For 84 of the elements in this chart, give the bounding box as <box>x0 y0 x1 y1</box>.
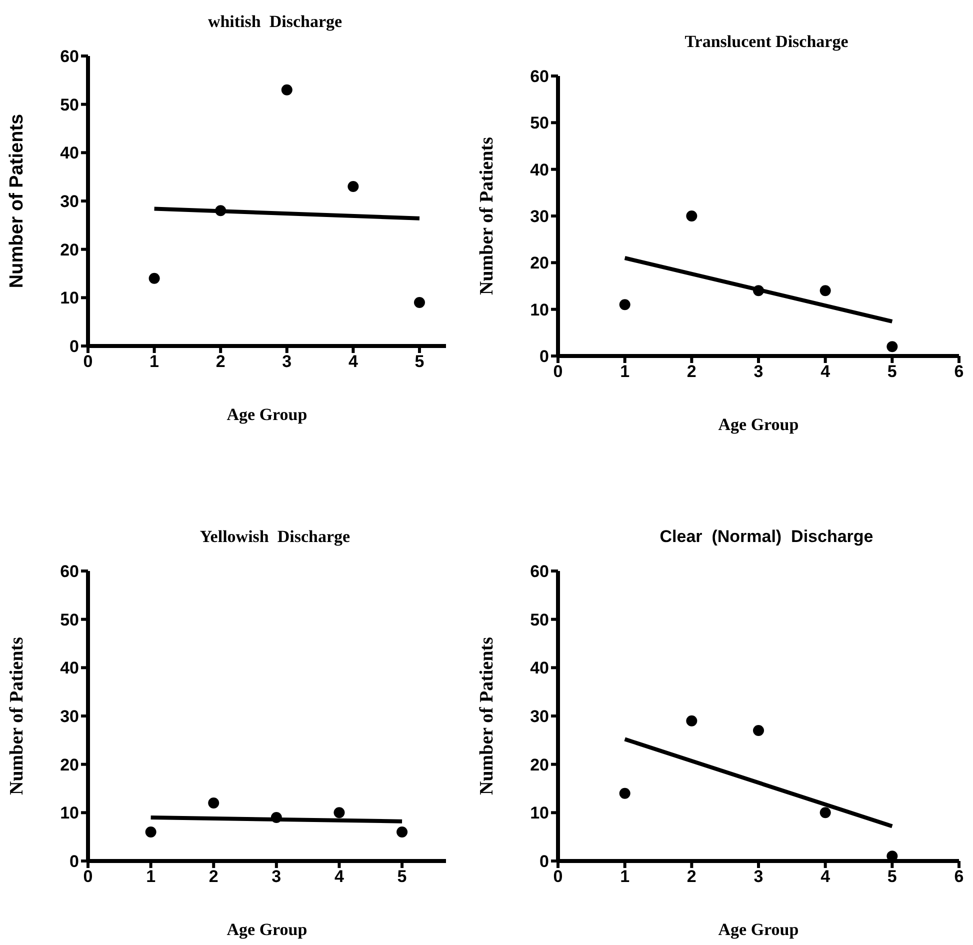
y-tick-label: 50 <box>60 95 79 114</box>
x-tick-label: 3 <box>272 867 282 886</box>
chart-title: Translucent Discharge <box>684 32 848 52</box>
y-tick-label: 20 <box>530 755 549 774</box>
x-tick-label: 0 <box>553 362 563 382</box>
y-tick-label: 60 <box>60 562 79 582</box>
y-axis-title: Number of Patients <box>476 137 498 295</box>
point <box>215 205 226 216</box>
point <box>334 807 345 818</box>
x-tick-label: 4 <box>820 867 831 886</box>
x-tick-label: 0 <box>83 867 93 886</box>
y-tick-label: 50 <box>60 610 79 630</box>
point <box>619 299 630 310</box>
y-tick-label: 60 <box>530 562 549 582</box>
y-tick-label: 10 <box>530 300 549 320</box>
x-tick-label: 4 <box>348 352 358 372</box>
y-tick-label: 0 <box>70 337 79 356</box>
y-tick-label: 0 <box>70 852 79 872</box>
point <box>208 798 220 808</box>
y-axis-title: Number of Patients <box>476 637 498 795</box>
y-tick-label: 30 <box>60 707 79 726</box>
x-tick-label: 3 <box>754 362 764 382</box>
y-tick-label: 40 <box>530 160 549 180</box>
x-tick-label: 6 <box>954 867 964 886</box>
x-tick-label: 5 <box>887 867 897 886</box>
point <box>270 812 282 823</box>
y-tick-label: 0 <box>540 852 549 872</box>
x-tick-label: 4 <box>334 867 344 886</box>
x-tick-label: 2 <box>208 867 218 886</box>
point <box>619 788 630 799</box>
y-tick-label: 10 <box>60 804 79 823</box>
y-axis-title: Number of Patients <box>6 637 28 795</box>
x-axis-title: Age Group <box>718 415 799 434</box>
point <box>820 285 831 296</box>
x-tick-label: 4 <box>820 362 831 382</box>
x-tick-label: 1 <box>146 867 156 886</box>
x-axis-title: Age Group <box>226 405 308 424</box>
x-tick-label: 5 <box>414 352 424 372</box>
point <box>348 181 359 192</box>
x-axis-title: Age Group <box>226 920 308 939</box>
x-tick-label: 1 <box>620 362 630 382</box>
y-tick-label: 30 <box>530 707 549 726</box>
y-tick-label: 20 <box>530 254 549 273</box>
y-tick-label: 10 <box>530 804 549 823</box>
x-tick-label: 3 <box>282 352 292 372</box>
x-tick-label: 1 <box>620 867 630 886</box>
y-tick-label: 50 <box>530 610 549 630</box>
chart-title: Clear (Normal) Discharge <box>660 527 874 547</box>
x-tick-label: 2 <box>686 362 696 382</box>
x-tick-label: 5 <box>887 362 897 382</box>
chart-title: Yellowish Discharge <box>200 527 350 547</box>
point <box>820 807 831 818</box>
y-tick-label: 40 <box>60 658 79 678</box>
y-tick-label: 40 <box>530 658 549 678</box>
y-tick-label: 40 <box>60 144 79 163</box>
y-tick-label: 30 <box>530 207 549 226</box>
x-tick-label: 5 <box>397 867 407 886</box>
x-tick-label: 2 <box>686 867 696 886</box>
x-tick-label: 0 <box>83 352 93 372</box>
y-tick-label: 60 <box>60 47 79 66</box>
x-tick-label: 6 <box>954 362 964 382</box>
y-tick-label: 30 <box>60 192 79 212</box>
x-tick-label: 2 <box>216 352 226 372</box>
x-axis-title: Age Group <box>718 920 799 939</box>
point <box>753 725 764 736</box>
point <box>686 715 698 726</box>
point <box>414 297 425 308</box>
point <box>886 341 898 352</box>
point <box>686 210 698 222</box>
y-tick-label: 50 <box>530 114 549 133</box>
point <box>148 272 160 284</box>
y-axis-title: Number of Patients <box>6 114 28 288</box>
point <box>753 285 764 296</box>
y-tick-label: 60 <box>530 67 549 86</box>
point <box>145 826 156 838</box>
point <box>281 84 292 96</box>
chart-title: whitish Discharge <box>208 12 342 32</box>
point <box>396 826 408 838</box>
x-tick-label: 3 <box>754 867 764 886</box>
x-tick-label: 1 <box>150 352 160 372</box>
y-tick-label: 20 <box>60 240 79 260</box>
y-tick-label: 10 <box>60 288 79 308</box>
y-tick-label: 20 <box>60 755 79 774</box>
x-tick-label: 0 <box>553 867 563 886</box>
